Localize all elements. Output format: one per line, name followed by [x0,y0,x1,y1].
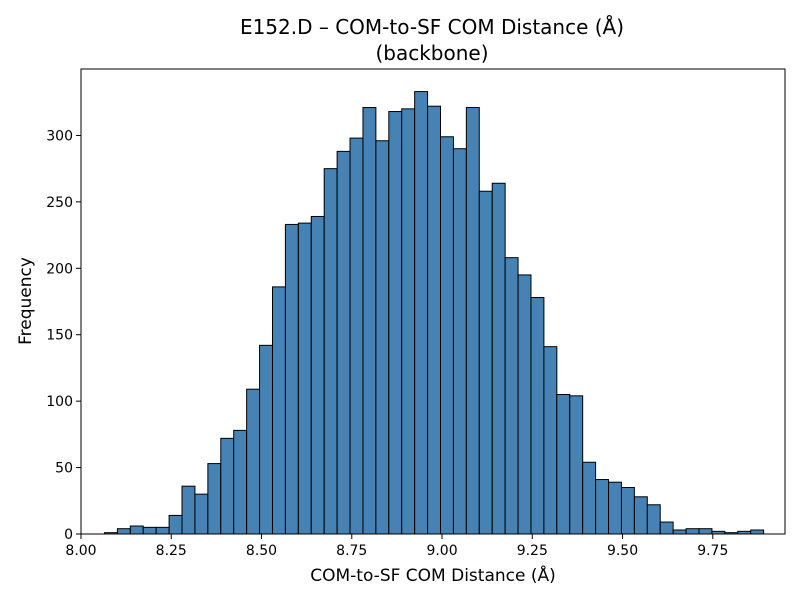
histogram-bar [246,388,261,535]
histogram-bar [491,182,506,535]
y-tick-label: 200 [46,261,73,277]
histogram-bar [595,479,610,535]
x-tick-label: 9.75 [697,543,728,559]
x-tick-label: 8.00 [65,543,96,559]
histogram-bar [194,493,209,535]
histogram-bar [220,437,235,535]
y-axis-label: Frequency [16,257,36,345]
histogram-bar [116,528,131,535]
histogram-bar [388,111,403,535]
x-tick-label: 9.50 [607,543,638,559]
histogram-bar [129,525,144,535]
x-tick-label: 8.75 [336,543,367,559]
y-tick-label: 0 [64,527,73,543]
histogram-bar [659,521,674,535]
y-axis: 0 50 100 150 200 250 300 [46,128,81,543]
histogram-bar [297,222,312,535]
y-tick-label: 100 [46,394,73,410]
histogram-bar [349,137,364,535]
bars-group [103,91,765,535]
histogram-bar [556,394,571,535]
plot-frame [80,68,786,535]
chart-subtitle: (backbone) [375,41,488,65]
histogram-bar [233,429,248,535]
histogram-bar [633,496,648,535]
histogram-bar [259,344,273,535]
histogram-bar [698,528,713,535]
histogram-bar [620,487,635,535]
x-axis-label: COM-to-SF COM Distance (Å) [310,564,556,586]
histogram-bar [504,257,519,535]
histogram-bar [582,461,597,535]
histogram-bar [181,485,196,535]
histogram-bar [685,528,700,535]
histogram-bar [168,514,183,535]
histogram-bar [207,463,222,535]
histogram-bar [478,190,493,535]
histogram-bar [155,526,170,535]
chart-title: E152.D – COM-to-SF COM Distance (Å) [240,15,624,39]
y-tick-label: 300 [46,128,73,144]
histogram-bar [543,346,558,535]
histogram-bar [517,274,532,535]
histogram-bar [608,481,622,535]
histogram-bar [375,140,390,535]
histogram-bar [323,168,338,535]
histogram-bar [284,223,299,535]
x-axis: 8.00 8.25 8.50 8.75 9.00 9.25 9.50 9.75 [65,534,728,559]
histogram-bar [362,107,377,535]
y-tick-label: 150 [46,328,73,344]
histogram-bar [310,215,325,535]
y-tick-label: 50 [55,461,73,477]
x-tick-label: 8.25 [156,543,187,559]
histogram-bar [530,297,545,535]
histogram-bar [142,526,157,535]
histogram-bar [401,108,416,535]
histogram-bar [440,136,454,535]
y-tick-label: 250 [46,195,73,211]
histogram-bar [452,148,467,535]
histogram-bar [414,91,429,535]
histogram-bar [336,150,351,535]
x-tick-label: 9.25 [517,543,548,559]
histogram-bar [672,529,687,535]
histogram-bar [569,395,584,535]
x-tick-label: 9.00 [426,543,457,559]
histogram-bar [465,107,480,535]
histogram-bar [427,105,442,535]
histogram-bar [750,529,765,535]
histogram-bar [646,504,661,535]
x-tick-label: 8.50 [246,543,277,559]
histogram-bar [271,286,286,535]
